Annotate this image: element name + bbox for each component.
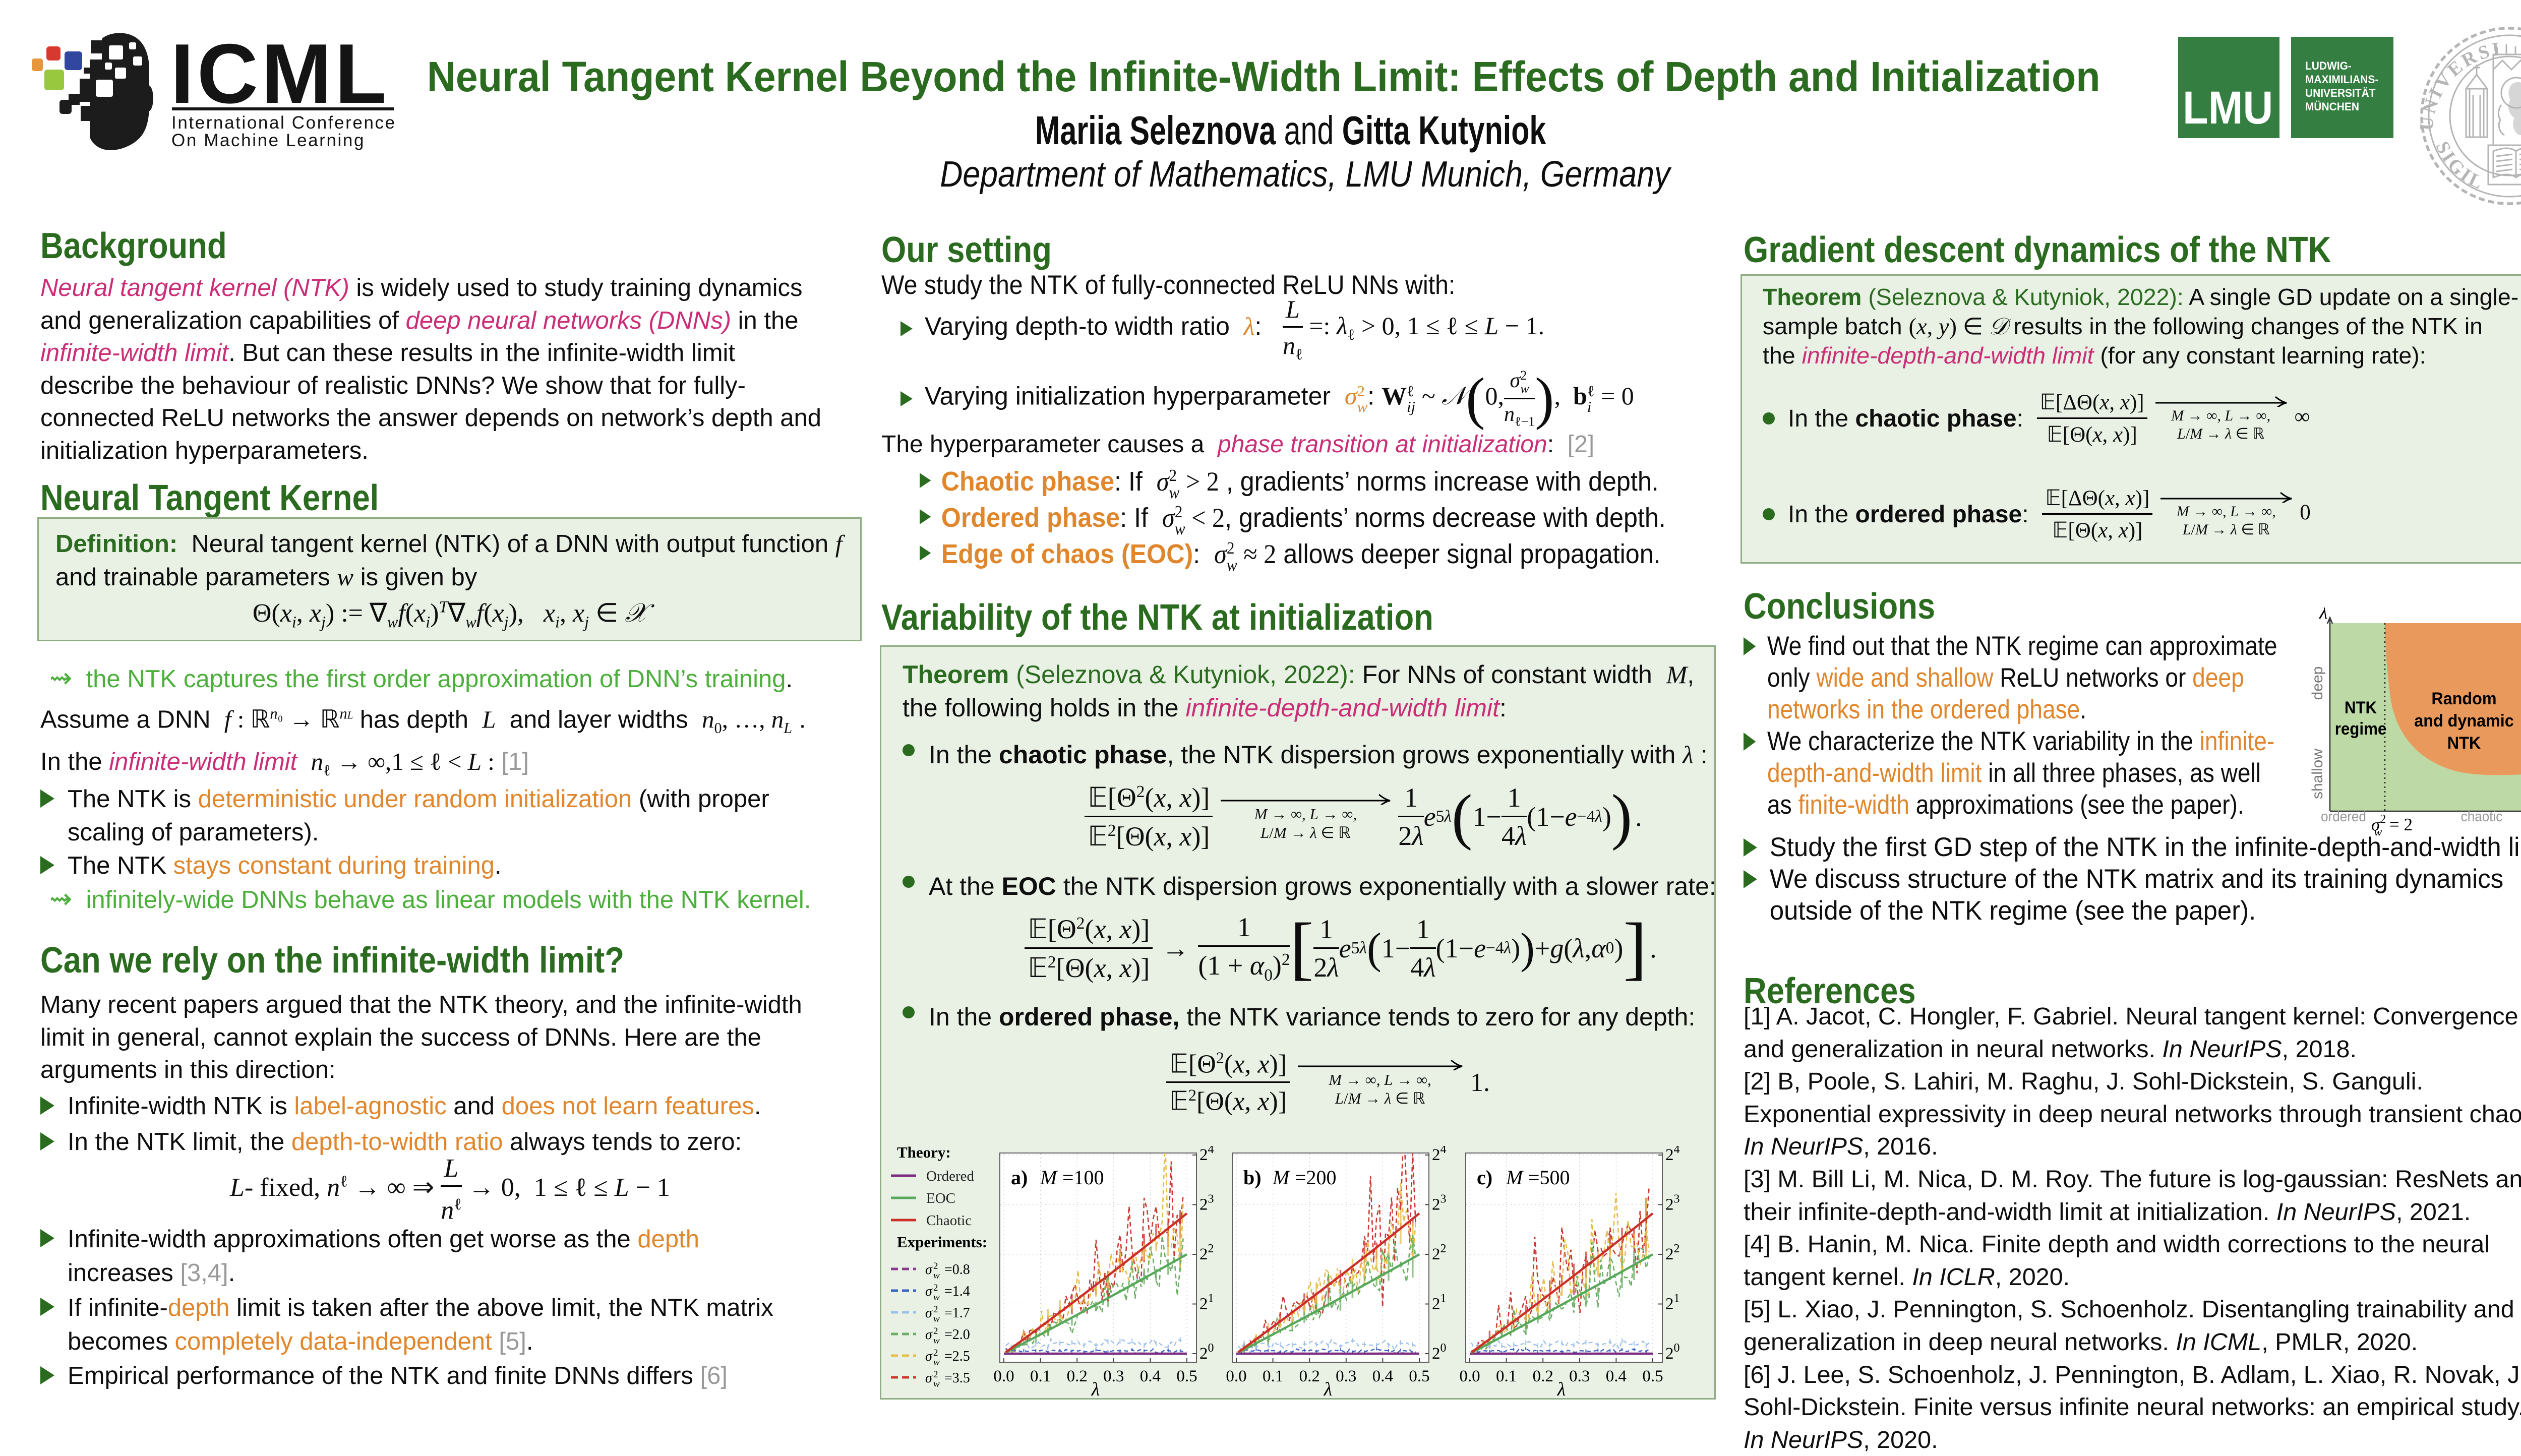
svg-text:21: 21	[1665, 1292, 1680, 1313]
svg-text:Theory:: Theory:	[897, 1143, 951, 1161]
svg-text:0.5: 0.5	[1176, 1367, 1197, 1385]
svg-text:0.1: 0.1	[1030, 1367, 1051, 1385]
svg-text:σ: σ	[925, 1305, 933, 1321]
svg-text:Chaotic: Chaotic	[926, 1212, 972, 1229]
svg-text:23: 23	[1665, 1193, 1680, 1214]
svg-text:23: 23	[1199, 1193, 1214, 1214]
svg-text:0.1: 0.1	[1496, 1367, 1517, 1385]
svg-text:w: w	[933, 1270, 940, 1281]
svg-text:0.2: 0.2	[1067, 1367, 1088, 1385]
svg-text:0.0: 0.0	[1459, 1367, 1480, 1385]
svg-text:deep: deep	[2309, 666, 2326, 700]
svg-text:0.3: 0.3	[1103, 1367, 1124, 1385]
svg-text:λ: λ	[1324, 1379, 1332, 1400]
svg-text:24: 24	[1432, 1146, 1447, 1164]
svg-text:regime: regime	[2335, 719, 2387, 739]
svg-text:20: 20	[1432, 1342, 1447, 1363]
svg-text:0.4: 0.4	[1140, 1367, 1161, 1385]
svg-text:2: 2	[933, 1326, 938, 1337]
svg-text:=3.5: =3.5	[944, 1370, 970, 1386]
svg-text:ICML: ICML	[170, 30, 390, 121]
svg-text:0.1: 0.1	[1263, 1367, 1283, 1385]
svg-text:20: 20	[1199, 1342, 1214, 1363]
svg-text:24: 24	[1199, 1146, 1214, 1164]
svg-text:M: M	[1272, 1166, 1291, 1189]
svg-text:NTK: NTK	[2447, 734, 2481, 753]
svg-text:20: 20	[1665, 1342, 1680, 1363]
svg-text:2: 2	[933, 1348, 938, 1358]
svg-text:b): b)	[1243, 1166, 1262, 1189]
svg-text:λ: λ	[2319, 608, 2327, 623]
svg-text:chaotic: chaotic	[2461, 808, 2503, 825]
svg-text:M: M	[1506, 1166, 1524, 1189]
svg-text:=200: =200	[1295, 1166, 1337, 1189]
svg-text:=100: =100	[1062, 1166, 1104, 1189]
svg-text:EOC: EOC	[926, 1190, 955, 1206]
svg-text:σ2w = 2: σ2 w = 2	[2371, 813, 2413, 839]
svg-text:M: M	[1040, 1166, 1058, 1189]
svg-text:w: w	[933, 1314, 940, 1324]
svg-text:2: 2	[933, 1261, 938, 1271]
svg-text:NTK: NTK	[2345, 698, 2377, 717]
svg-text:σ: σ	[925, 1262, 933, 1278]
svg-text:22: 22	[1665, 1242, 1680, 1263]
svg-text:w: w	[933, 1336, 940, 1346]
svg-text:=2.0: =2.0	[944, 1327, 970, 1343]
svg-text:Ordered: Ordered	[926, 1168, 975, 1184]
svg-text:w: w	[933, 1357, 940, 1368]
svg-text:shallow: shallow	[2309, 749, 2326, 799]
svg-text:2: 2	[933, 1283, 938, 1293]
svg-text:=2.5: =2.5	[944, 1349, 970, 1364]
svg-text:UNIVERSI: UNIVERSI	[2418, 38, 2504, 132]
svg-text:2: 2	[933, 1304, 938, 1315]
svg-text:σ: σ	[925, 1327, 933, 1343]
svg-text:2: 2	[933, 1369, 938, 1380]
svg-text:0.3: 0.3	[1569, 1367, 1590, 1385]
svg-text:λ: λ	[1557, 1379, 1566, 1400]
svg-text:International Conference: International Conference	[171, 113, 396, 133]
svg-text:0.5: 0.5	[1409, 1367, 1429, 1385]
svg-text:σ: σ	[925, 1349, 933, 1364]
svg-text:ordered: ordered	[2321, 808, 2366, 825]
svg-text:Experiments:: Experiments:	[897, 1233, 987, 1251]
svg-text:w: w	[933, 1292, 940, 1303]
svg-text:24: 24	[1665, 1146, 1680, 1164]
svg-text:0.5: 0.5	[1642, 1367, 1663, 1385]
svg-text:22: 22	[1199, 1242, 1214, 1263]
svg-text:0.4: 0.4	[1606, 1367, 1627, 1385]
svg-text:a): a)	[1011, 1166, 1028, 1189]
svg-text:w: w	[933, 1379, 940, 1389]
svg-text:22: 22	[1432, 1242, 1447, 1263]
svg-text:=0.8: =0.8	[944, 1262, 970, 1278]
svg-text:=1.7: =1.7	[944, 1305, 970, 1321]
svg-text:21: 21	[1199, 1292, 1214, 1313]
svg-text:On Machine Learning: On Machine Learning	[171, 131, 365, 150]
svg-text:λ: λ	[1091, 1379, 1100, 1400]
svg-text:23: 23	[1432, 1193, 1447, 1214]
svg-text:0.0: 0.0	[993, 1367, 1014, 1385]
svg-text:=500: =500	[1528, 1166, 1570, 1189]
svg-text:c): c)	[1477, 1166, 1492, 1189]
svg-text:0.3: 0.3	[1336, 1367, 1356, 1385]
svg-text:0.2: 0.2	[1299, 1367, 1320, 1385]
svg-text:and dynamic: and dynamic	[2414, 711, 2513, 731]
svg-text:Random: Random	[2431, 689, 2496, 708]
svg-text:0.2: 0.2	[1533, 1367, 1553, 1385]
svg-text:=1.4: =1.4	[944, 1284, 970, 1299]
svg-text:0.0: 0.0	[1226, 1367, 1246, 1385]
svg-text:σ: σ	[925, 1284, 933, 1299]
svg-text:σ: σ	[925, 1370, 933, 1386]
svg-text:0.4: 0.4	[1372, 1367, 1393, 1385]
svg-text:21: 21	[1432, 1292, 1447, 1313]
